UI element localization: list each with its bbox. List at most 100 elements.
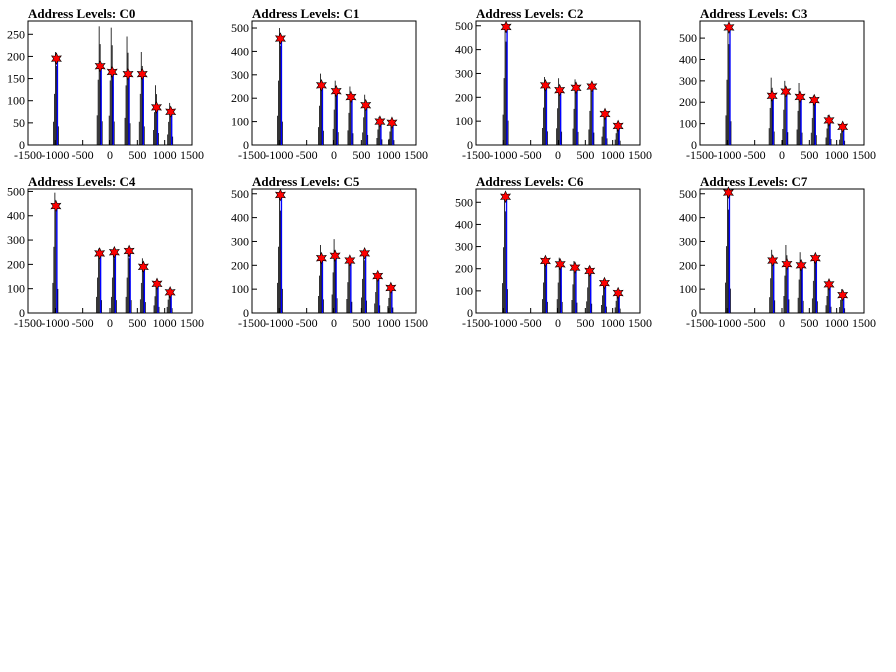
x-tick-label: -1500	[462, 148, 490, 162]
panel-4: Address Levels: C40100200300400500-1500-…	[7, 174, 204, 330]
x-tick-label: -1000	[489, 316, 517, 330]
peak-marker	[315, 78, 327, 92]
x-tick-label: 1500	[180, 316, 204, 330]
peak-marker	[344, 254, 356, 267]
peak-marker	[823, 278, 835, 291]
panel-title: Address Levels: C5	[252, 174, 360, 189]
peak-marker	[500, 190, 512, 204]
x-tick-label: -1000	[489, 148, 517, 162]
panel-7: Address Levels: C70100200300400500-1500-…	[679, 174, 876, 330]
x-tick-label: -1000	[265, 316, 293, 330]
peak-marker	[359, 247, 371, 260]
y-tick-label: 400	[231, 211, 249, 225]
x-tick-label: -1500	[14, 316, 42, 330]
peak-marker	[106, 65, 118, 79]
x-tick-label: 500	[576, 148, 594, 162]
y-tick-label: 500	[231, 21, 249, 35]
y-tick-label: 0	[19, 138, 25, 152]
x-tick-label: 1000	[825, 316, 849, 330]
peak-marker	[570, 81, 582, 95]
peak-marker	[795, 258, 807, 272]
x-tick-label: 1000	[153, 316, 177, 330]
y-tick-label: 100	[231, 115, 249, 129]
peak-marker	[345, 90, 357, 104]
peak-marker	[150, 101, 162, 114]
peak-marker	[554, 257, 566, 271]
panel-6: Address Levels: C60100200300400500-1500-…	[455, 174, 652, 330]
y-tick-label: 400	[7, 209, 25, 223]
y-tick-label: 300	[231, 68, 249, 82]
y-tick-label: 0	[243, 138, 249, 152]
y-tick-label: 200	[7, 257, 25, 271]
panel-title: Address Levels: C4	[28, 174, 136, 189]
peak-marker	[500, 20, 512, 34]
y-tick-label: 100	[455, 114, 473, 128]
x-tick-label: 0	[107, 148, 113, 162]
x-tick-label: 1000	[601, 316, 625, 330]
y-tick-label: 200	[679, 258, 697, 272]
x-tick-label: -1500	[686, 316, 714, 330]
x-tick-label: -1000	[713, 148, 741, 162]
y-tick-label: 500	[455, 19, 473, 33]
panel-title: Address Levels: C3	[700, 6, 808, 21]
peak-marker	[50, 52, 62, 65]
x-tick-label: 0	[555, 316, 561, 330]
peak-marker	[360, 98, 372, 112]
peak-marker	[274, 188, 286, 202]
peak-marker	[386, 116, 398, 130]
y-tick-label: 400	[679, 211, 697, 225]
peak-marker	[723, 21, 735, 34]
y-tick-label: 200	[231, 91, 249, 105]
panel-title: Address Levels: C6	[476, 174, 584, 189]
x-tick-label: 500	[128, 148, 146, 162]
peak-marker	[164, 285, 176, 299]
x-tick-label: -500	[520, 316, 542, 330]
x-tick-label: -500	[744, 148, 766, 162]
y-tick-label: 300	[455, 240, 473, 254]
peak-marker	[539, 79, 551, 92]
y-tick-label: 500	[455, 195, 473, 209]
x-tick-label: 1500	[404, 316, 428, 330]
y-tick-label: 400	[455, 217, 473, 231]
x-tick-label: -500	[520, 148, 542, 162]
y-tick-label: 200	[455, 262, 473, 276]
x-tick-label: -1000	[41, 148, 69, 162]
y-tick-label: 200	[455, 90, 473, 104]
y-tick-label: 500	[231, 187, 249, 201]
y-tick-label: 0	[243, 306, 249, 320]
x-tick-label: 1500	[852, 316, 876, 330]
x-tick-label: 0	[331, 316, 337, 330]
y-tick-label: 300	[455, 66, 473, 80]
x-tick-label: -1500	[238, 316, 266, 330]
peak-marker	[794, 90, 806, 104]
y-tick-label: 500	[679, 31, 697, 45]
peak-marker	[837, 120, 849, 134]
x-tick-label: 500	[128, 316, 146, 330]
y-tick-label: 300	[679, 234, 697, 248]
peak-marker	[554, 83, 566, 97]
peak-marker	[330, 84, 342, 98]
x-tick-label: -1000	[713, 316, 741, 330]
peak-marker	[374, 115, 386, 128]
panel-title: Address Levels: C2	[476, 6, 583, 21]
x-tick-label: 1500	[628, 148, 652, 162]
panel-0: Address Levels: C0 0 50 100 150 200 250 -1500 -1…	[7, 6, 204, 162]
y-tick-label: 300	[679, 74, 697, 88]
x-tick-label: 1000	[377, 316, 401, 330]
peak-marker	[94, 247, 106, 260]
peak-marker	[50, 199, 62, 213]
x-tick-label: 0	[331, 148, 337, 162]
peak-marker	[584, 264, 596, 278]
y-tick-label: 250	[7, 27, 25, 41]
panel-2: Address Levels: C20100200300400500-1500-…	[455, 6, 652, 162]
x-tick-label: -1500	[462, 316, 490, 330]
peak-marker	[151, 277, 163, 291]
x-tick-label: -500	[296, 148, 318, 162]
y-tick-label: 500	[7, 184, 25, 198]
y-tick-label: 100	[455, 284, 473, 298]
peak-marker	[612, 119, 624, 133]
peak-marker	[539, 254, 551, 268]
y-tick-label: 200	[679, 95, 697, 109]
y-tick-label: 100	[7, 282, 25, 296]
